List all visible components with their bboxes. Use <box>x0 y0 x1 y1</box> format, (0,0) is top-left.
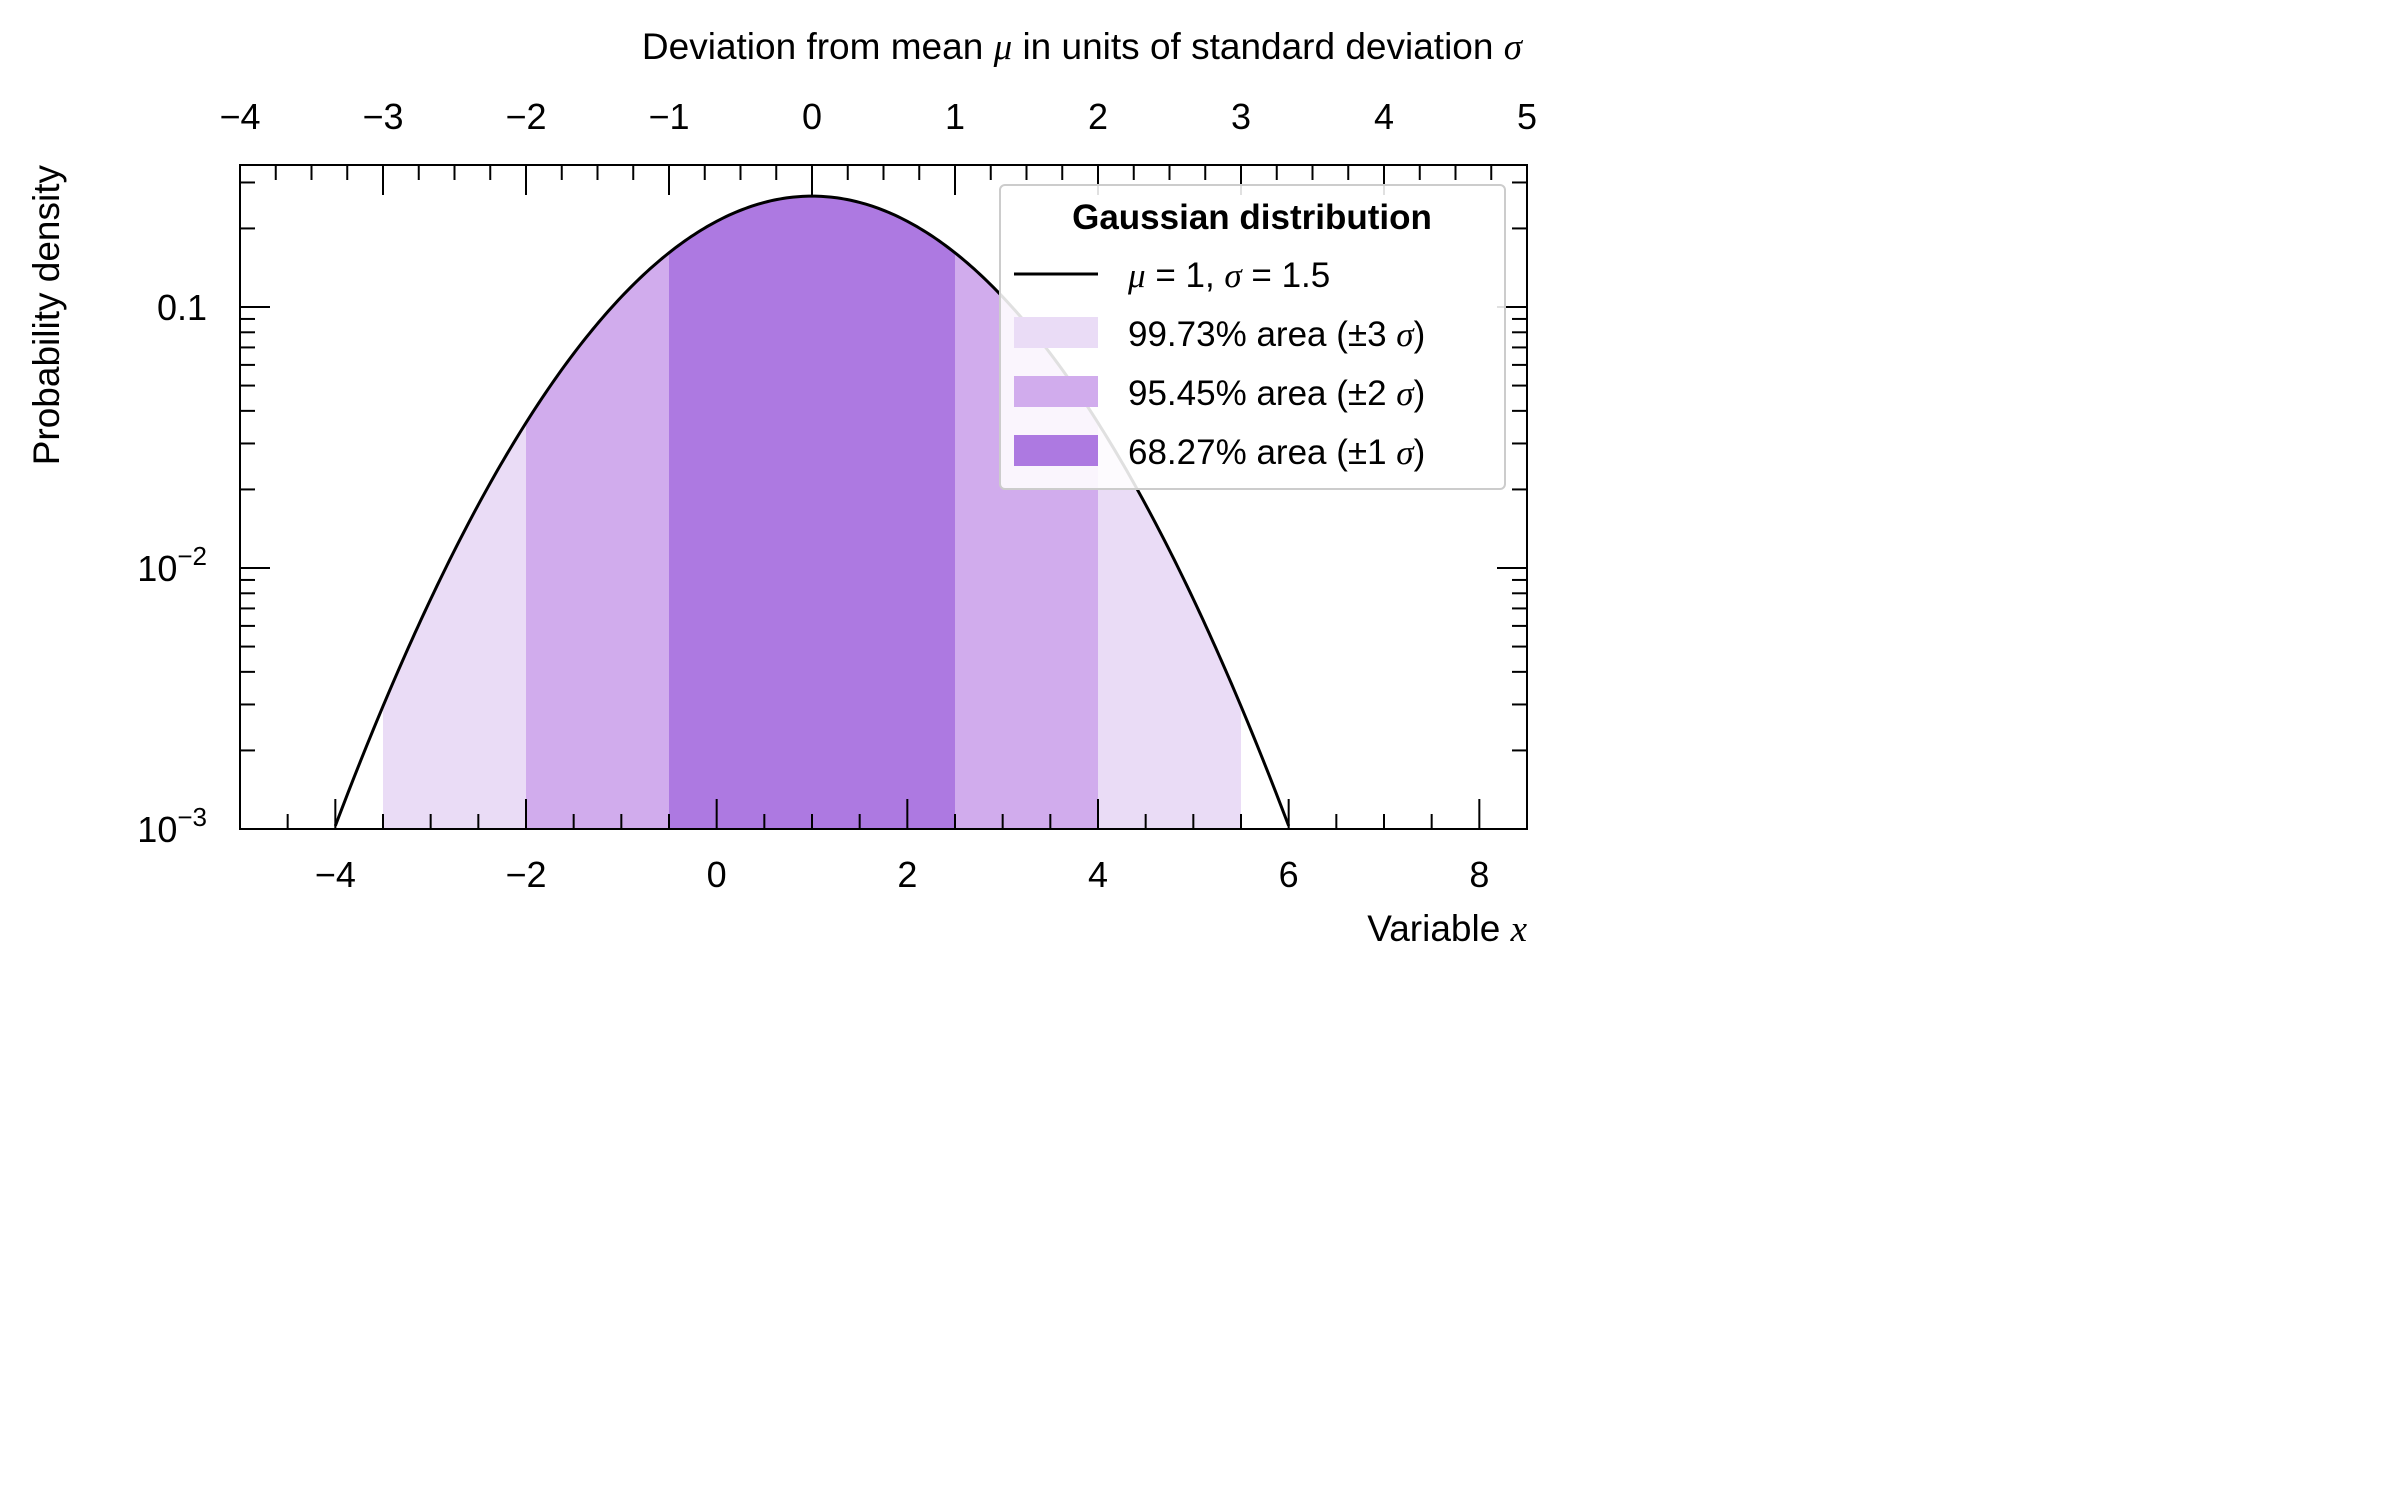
legend-swatch-2sigma <box>1014 376 1098 407</box>
x-tick-label: −2 <box>505 854 546 895</box>
y-tick-label: 0.1 <box>157 287 207 328</box>
legend-swatch-1sigma <box>1014 435 1098 466</box>
axis-ticks <box>239 165 1528 830</box>
x-tick-label: 6 <box>1279 854 1299 895</box>
x-tick-label: 8 <box>1469 854 1489 895</box>
legend-swatch-3sigma <box>1014 317 1098 348</box>
top-tick-label: −4 <box>219 96 260 137</box>
legend-line-label: μ = 1, σ = 1.5 <box>1127 256 1330 295</box>
top-tick-label: 1 <box>945 96 965 137</box>
top-tick-label: 3 <box>1231 96 1251 137</box>
gaussian-chart: −4 −2 0 2 4 6 8 −4 −3 −2 −1 0 1 2 3 4 5 0.1 10−2 10−3 Devia… <box>26 26 1537 950</box>
top-tick-label: 0 <box>802 96 822 137</box>
top-tick-label: −3 <box>362 96 403 137</box>
legend-label-3sigma: 99.73% area (±3 σ) <box>1128 315 1425 354</box>
top-tick-label: −1 <box>648 96 689 137</box>
top-tick-label: −2 <box>505 96 546 137</box>
y-axis-title: Probability density <box>26 165 67 466</box>
top-tick-label: 2 <box>1088 96 1108 137</box>
x-tick-label: −4 <box>315 854 356 895</box>
top-tick-label: 4 <box>1374 96 1394 137</box>
y-tick-label: 10−2 <box>137 541 207 589</box>
x-tick-label: 2 <box>897 854 917 895</box>
legend-label-2sigma: 95.45% area (±2 σ) <box>1128 374 1425 413</box>
legend-box <box>999 184 1506 490</box>
plot-frame <box>239 164 1528 830</box>
top-tick-label: 5 <box>1517 96 1537 137</box>
legend: Gaussian distribution μ = 1, σ = 1.5 99.… <box>999 184 1506 490</box>
top-axis-title: Deviation from mean μ in units of standa… <box>642 26 1524 68</box>
legend-title: Gaussian distribution <box>1072 198 1432 237</box>
x-tick-label: 0 <box>707 854 727 895</box>
x-axis-title: Variable x <box>1367 908 1527 950</box>
y-tick-label: 10−3 <box>137 802 207 850</box>
legend-label-1sigma: 68.27% area (±1 σ) <box>1128 433 1425 472</box>
x-tick-label: 4 <box>1088 854 1108 895</box>
tick-labels: −4 −2 0 2 4 6 8 −4 −3 −2 −1 0 1 2 3 4 5 0.1 10−2 10−3 <box>137 96 1537 895</box>
band-1sigma <box>669 196 955 829</box>
